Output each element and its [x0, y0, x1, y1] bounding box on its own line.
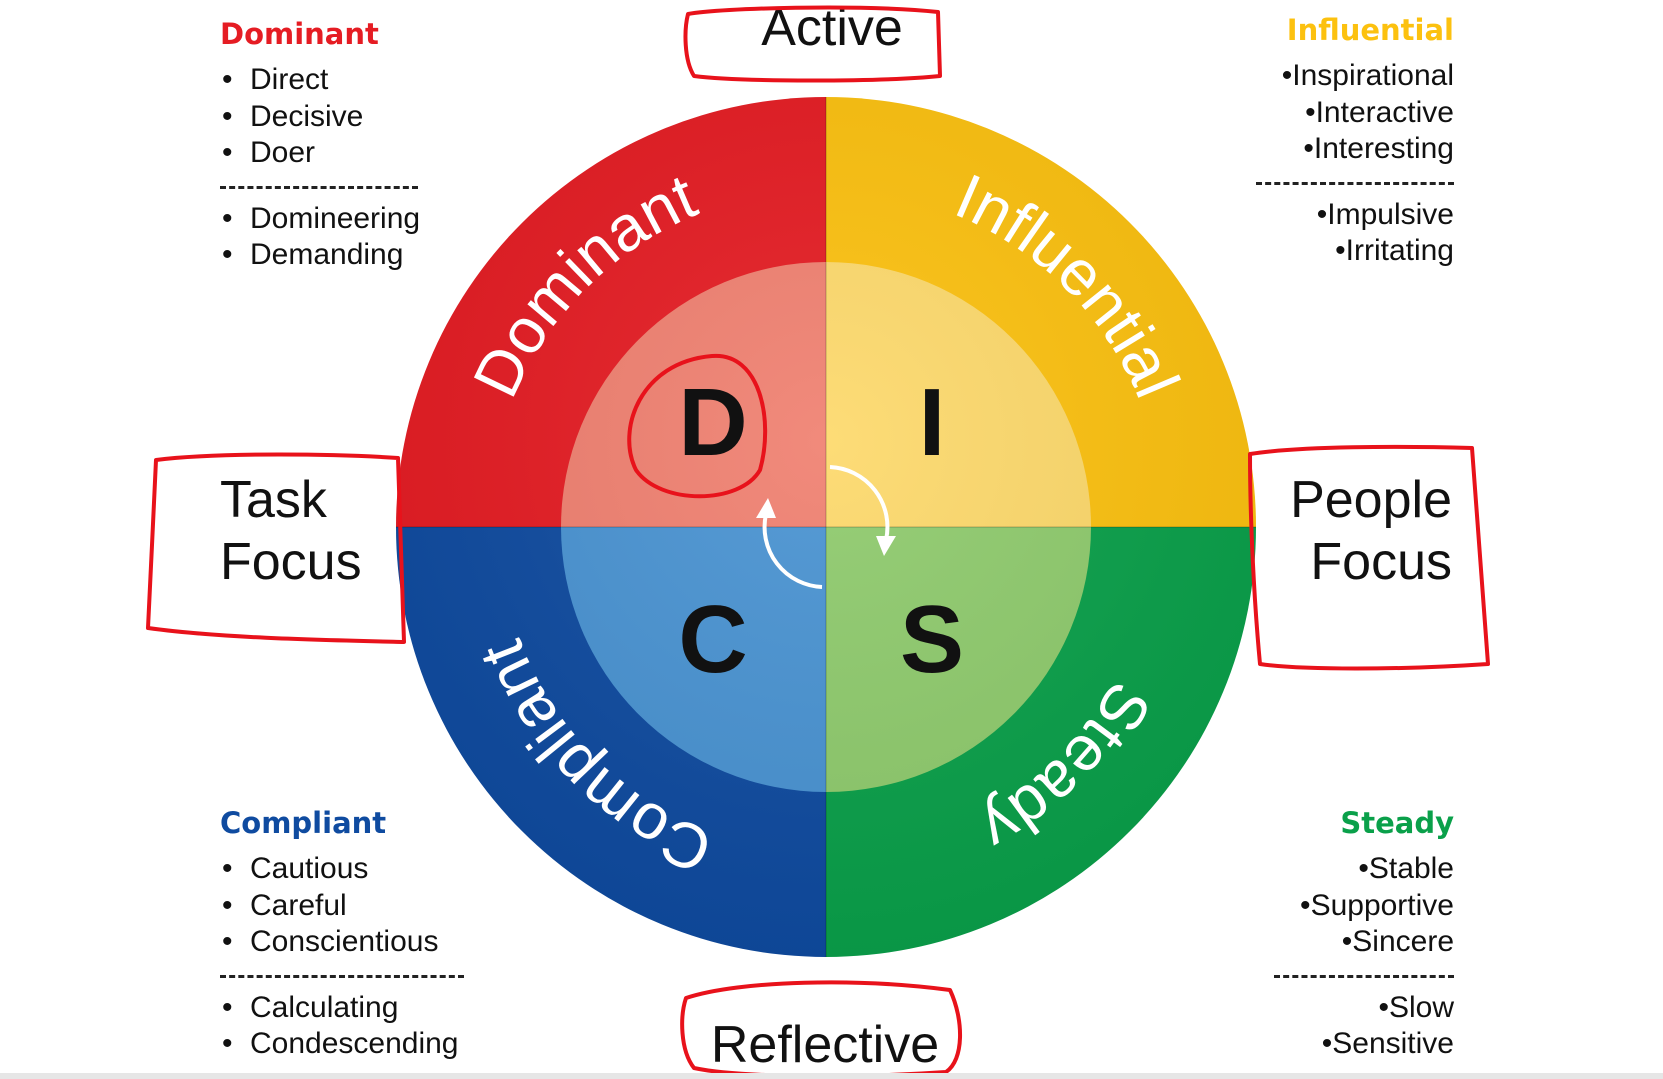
panel-steady: Steady Stable Supportive Sincere Slow Se… — [1154, 805, 1454, 1063]
dashed-divider — [220, 185, 418, 189]
panel-title-compliant: Compliant — [220, 806, 387, 840]
panel-dominant: Dominant Direct Decisive Doer Domineerin… — [220, 16, 520, 274]
weaknesses-list-influential: Impulsive Irritating — [1154, 197, 1454, 270]
bottom-rule — [0, 1073, 1663, 1079]
list-item: Irritating — [1154, 233, 1454, 270]
cycle-arrows-icon — [756, 465, 896, 589]
weaknesses-list-steady: Slow Sensitive — [1154, 990, 1454, 1063]
dashed-divider — [1274, 974, 1454, 978]
list-item: Slow — [1154, 990, 1454, 1027]
axis-label-task-focus: Focus — [220, 533, 362, 591]
panel-title-dominant: Dominant — [220, 17, 379, 51]
list-item: Direct — [220, 62, 520, 99]
weaknesses-list-dominant: Domineering Demanding — [220, 201, 520, 274]
list-item: Demanding — [220, 237, 520, 274]
list-item: Careful — [220, 888, 520, 925]
wheel-shading — [396, 97, 1256, 957]
axis-label-right: People Focus — [1230, 469, 1452, 593]
list-item: Sincere — [1154, 924, 1454, 961]
list-item: Impulsive — [1154, 197, 1454, 234]
list-item: Cautious — [220, 851, 520, 888]
list-item: Sensitive — [1154, 1026, 1454, 1063]
letter-i: I — [919, 369, 946, 476]
list-item: Interactive — [1154, 95, 1454, 132]
panel-title-influential: Influential — [1286, 13, 1454, 47]
letter-c: C — [678, 586, 747, 693]
strengths-list-influential: Inspirational Interactive Interesting — [1154, 58, 1454, 168]
axis-label-reflective: Reflective — [710, 1016, 940, 1074]
dashed-divider — [1256, 181, 1454, 185]
axis-label-bottom: Reflective — [700, 1016, 950, 1074]
axis-label-left: Task Focus — [220, 469, 362, 593]
axis-label-task: Task — [220, 471, 327, 529]
panel-influential: Influential Inspirational Interactive In… — [1154, 12, 1454, 270]
axis-label-active: Active — [761, 0, 903, 57]
strengths-list-dominant: Direct Decisive Doer — [220, 62, 520, 172]
axis-label-top: Active — [752, 0, 912, 56]
letter-d: D — [678, 369, 747, 476]
dashed-divider — [220, 974, 464, 978]
list-item: Condescending — [220, 1026, 520, 1063]
list-item: Stable — [1154, 851, 1454, 888]
strengths-list-steady: Stable Supportive Sincere — [1154, 851, 1454, 961]
axis-label-people-focus: Focus — [1310, 533, 1452, 591]
list-item: Decisive — [220, 99, 520, 136]
list-item: Inspirational — [1154, 58, 1454, 95]
list-item: Domineering — [220, 201, 520, 238]
panel-title-steady: Steady — [1340, 806, 1454, 840]
panel-compliant: Compliant Cautious Careful Conscientious… — [220, 805, 520, 1063]
list-item: Interesting — [1154, 131, 1454, 168]
list-item: Conscientious — [220, 924, 520, 961]
weaknesses-list-compliant: Calculating Condescending — [220, 990, 520, 1063]
axis-label-people: People — [1290, 471, 1452, 529]
list-item: Supportive — [1154, 888, 1454, 925]
letter-s: S — [900, 586, 964, 693]
list-item: Doer — [220, 135, 520, 172]
list-item: Calculating — [220, 990, 520, 1027]
strengths-list-compliant: Cautious Careful Conscientious — [220, 851, 520, 961]
